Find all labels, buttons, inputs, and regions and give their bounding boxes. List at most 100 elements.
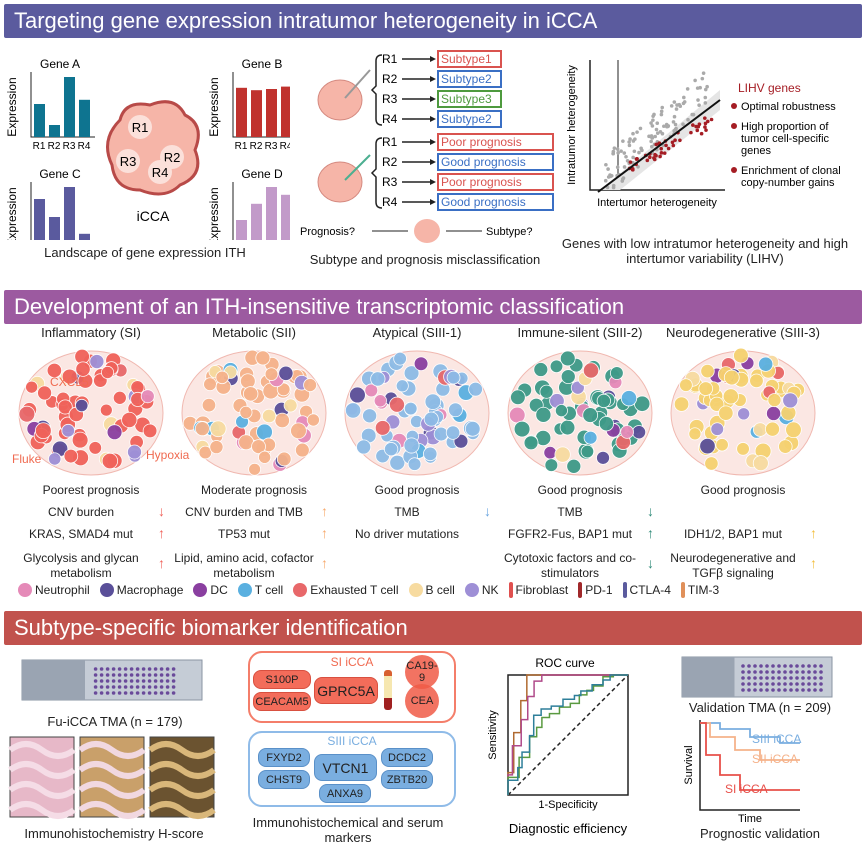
tissue-core bbox=[765, 682, 769, 686]
tissue-core bbox=[159, 685, 164, 689]
tissue-core bbox=[747, 670, 751, 674]
marker-zbtb20: ZBTB20 bbox=[381, 770, 433, 789]
gene-point bbox=[682, 95, 686, 100]
cell bbox=[61, 423, 75, 438]
region-label: R3 bbox=[382, 92, 398, 106]
marker-fxyd2: FXYD2 bbox=[258, 748, 310, 767]
region-tick: R1 bbox=[235, 141, 248, 152]
gene-point bbox=[681, 122, 685, 126]
subtype-column: Atypical (SIII-1) Good prognosis TMB ↓ No dr… bbox=[332, 325, 502, 575]
classification-box bbox=[437, 70, 502, 88]
syringe-icon bbox=[344, 154, 371, 181]
subtype-column: Neurodegenerative (SIII-3) Good prognosis… bbox=[658, 325, 828, 580]
legend-label: Macrophage bbox=[116, 583, 184, 597]
region-tick: R2 bbox=[48, 141, 61, 152]
subtype-question: Subtype? bbox=[486, 226, 532, 238]
gene-point bbox=[606, 167, 610, 171]
gene-point bbox=[672, 100, 677, 104]
cell bbox=[256, 423, 273, 441]
tissue-core bbox=[807, 670, 811, 674]
tissue-core bbox=[141, 691, 146, 695]
arrow-head bbox=[430, 56, 436, 62]
gene-point bbox=[700, 76, 705, 81]
gene-point bbox=[611, 183, 616, 188]
tissue-structure bbox=[78, 781, 146, 799]
gene-title: Gene D bbox=[241, 167, 283, 181]
gene-point bbox=[631, 155, 635, 160]
tissue-core bbox=[777, 670, 781, 674]
gene-point bbox=[649, 139, 653, 144]
cell bbox=[778, 439, 793, 454]
region-circle bbox=[148, 160, 172, 184]
cell bbox=[698, 381, 714, 397]
tissue-core bbox=[813, 664, 817, 668]
cell bbox=[423, 411, 439, 427]
region-label: R1 bbox=[382, 52, 398, 66]
tissue-core bbox=[171, 673, 176, 677]
cell bbox=[733, 347, 749, 364]
cell bbox=[140, 389, 155, 404]
cell bbox=[448, 402, 463, 418]
lihv-gene-point bbox=[635, 157, 639, 161]
tissue-core bbox=[795, 664, 799, 668]
tissue-core bbox=[165, 673, 170, 677]
bar bbox=[236, 87, 247, 137]
cell bbox=[736, 442, 750, 456]
t-cell-icon bbox=[237, 583, 252, 597]
gene-point bbox=[686, 117, 690, 122]
cell bbox=[566, 458, 582, 474]
b-cell-icon bbox=[408, 583, 423, 597]
lihv-gene-point bbox=[704, 128, 708, 132]
cell bbox=[673, 396, 690, 412]
gene-point bbox=[671, 120, 676, 124]
subtype-name: Metabolic (SII) bbox=[212, 325, 296, 340]
cell bbox=[700, 363, 715, 379]
tissue-core bbox=[783, 688, 787, 692]
cell bbox=[261, 408, 277, 424]
legend-item: Optimal robustness bbox=[741, 101, 836, 113]
tissue-core bbox=[813, 682, 817, 686]
si-marker-box bbox=[248, 651, 456, 723]
tissue-core bbox=[123, 673, 128, 677]
tissue-core bbox=[129, 667, 134, 671]
classification-label: Poor prognosis bbox=[441, 175, 522, 189]
lihv-gene-point bbox=[659, 151, 664, 155]
tissue-core bbox=[777, 688, 781, 692]
feature-label: CNV burden and TMB bbox=[185, 505, 303, 519]
subtype-name: Inflammatory (SI) bbox=[41, 325, 141, 340]
gene-point bbox=[619, 149, 623, 153]
legend-item: NK bbox=[464, 582, 499, 598]
bar bbox=[281, 194, 290, 240]
cell bbox=[715, 438, 729, 452]
tissue-core bbox=[111, 691, 116, 695]
region-tick: R1 bbox=[33, 141, 46, 152]
lihv-gene-point bbox=[671, 143, 676, 148]
tissue-core bbox=[819, 676, 823, 680]
cell bbox=[766, 405, 782, 421]
cell bbox=[718, 405, 734, 421]
lihv-gene-point bbox=[666, 146, 671, 151]
cell bbox=[295, 442, 310, 458]
bar bbox=[64, 187, 75, 240]
gene-point bbox=[639, 146, 643, 151]
tissue-structure bbox=[8, 801, 76, 819]
tissue-core bbox=[123, 667, 128, 671]
cell bbox=[446, 370, 461, 385]
cell bbox=[389, 454, 406, 471]
cell bbox=[395, 379, 409, 393]
gene-point bbox=[604, 162, 608, 167]
nk-icon bbox=[464, 583, 479, 597]
cell bbox=[274, 412, 290, 429]
cell bbox=[101, 452, 119, 470]
cell bbox=[407, 457, 422, 471]
arrow-head bbox=[430, 96, 436, 102]
tissue-core bbox=[771, 670, 775, 674]
cell bbox=[704, 456, 719, 471]
cell bbox=[198, 445, 213, 460]
prognosis-label: Good prognosis bbox=[700, 483, 786, 497]
cell bbox=[539, 384, 554, 399]
cell bbox=[215, 370, 229, 385]
bar bbox=[251, 203, 262, 240]
legend-item: TIM-3 bbox=[680, 582, 719, 598]
cell bbox=[513, 420, 531, 438]
